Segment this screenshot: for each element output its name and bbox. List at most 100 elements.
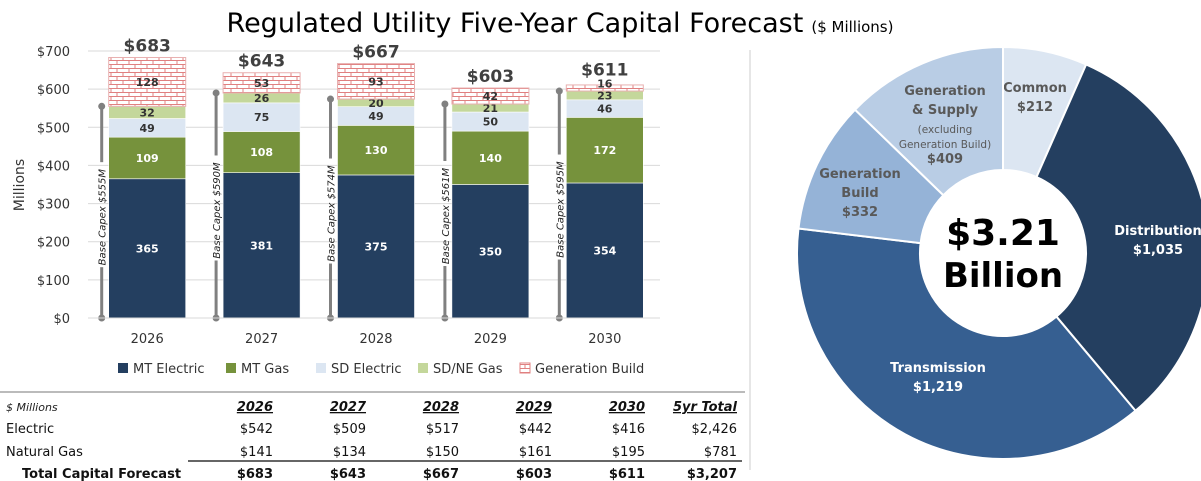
y-tick-label: $600	[37, 83, 70, 98]
base-capex-label: Base Capex $555M	[98, 169, 109, 266]
table-cell: $3,207	[687, 467, 737, 481]
table-cell: $509	[333, 422, 366, 437]
donut-chart: Common $212 Distribution $1,035 Transmission…	[796, 45, 1201, 460]
donut-label: Distribution	[1114, 224, 1201, 239]
table-cell: $781	[704, 445, 737, 460]
table-cell: $517	[426, 422, 459, 437]
bar-segment-mt-electric	[565, 182, 644, 319]
table-cell: $134	[333, 445, 366, 460]
donut-label: $1,035	[1133, 243, 1183, 258]
x-tick-label: 2027	[245, 332, 278, 347]
donut-label: (excluding	[918, 124, 973, 136]
legend-label: SD Electric	[331, 362, 402, 377]
data-label: 21	[483, 102, 498, 115]
table-row-label: Natural Gas	[6, 445, 83, 460]
table-cell: $611	[609, 467, 645, 481]
donut-label: Transmission	[890, 361, 986, 376]
total-label: $667	[352, 43, 399, 63]
y-tick-label: $200	[37, 236, 70, 251]
data-label: 20	[368, 97, 384, 110]
data-label: 375	[365, 240, 388, 253]
bar-segment-mt-gas	[451, 130, 530, 185]
x-tick-label: 2030	[588, 332, 621, 347]
table-cell: $141	[240, 445, 273, 460]
chart-title-text: Regulated Utility Five-Year Capital Fore…	[227, 8, 804, 39]
bar-segment-generation-build	[451, 87, 530, 105]
base-capex-label: Base Capex $574M	[327, 165, 338, 262]
legend-label: Generation Build	[535, 362, 644, 377]
data-label: 365	[136, 242, 159, 255]
data-label: 128	[136, 76, 159, 89]
legend-label: MT Electric	[133, 362, 204, 377]
donut-label: Build	[841, 186, 878, 201]
table-cell: $416	[612, 422, 645, 437]
data-label: 75	[254, 111, 269, 124]
data-label: 46	[597, 103, 613, 116]
table-column-header: 2028	[423, 400, 459, 415]
donut-label: Common	[1003, 81, 1067, 96]
donut-center-unit: Billion	[943, 256, 1063, 296]
table-cell: $195	[612, 445, 645, 460]
capital-table: $ Millions 2026 2027 2028 2029 2030 5yr Total E…	[6, 400, 742, 481]
legend-swatch	[316, 363, 326, 373]
data-label: 109	[136, 152, 159, 165]
data-label: 26	[254, 92, 270, 105]
donut-label: Generation	[904, 84, 986, 99]
donut-label: $332	[842, 205, 878, 220]
bar-segment-mt-electric	[222, 172, 301, 319]
total-label: $683	[124, 36, 171, 56]
data-label: 140	[479, 152, 502, 165]
data-label: 354	[593, 244, 616, 257]
base-capex-marker	[555, 87, 563, 95]
bar-segment-mt-electric	[337, 174, 415, 319]
donut-hole	[920, 170, 1086, 336]
bar-segment-generation-build	[108, 56, 187, 107]
table-cell: $667	[423, 467, 459, 481]
legend-swatch	[418, 363, 428, 373]
total-label: $611	[581, 60, 628, 80]
donut-label: $212	[1017, 100, 1053, 115]
legend: MT Electric MT Gas SD Electric SD/NE Gas Gen…	[118, 362, 644, 377]
base-capex-label: Base Capex $595M	[555, 161, 566, 258]
bar-segment-mt-electric	[451, 184, 530, 319]
table-cell: $542	[240, 422, 273, 437]
donut-label: $1,219	[913, 380, 963, 395]
table-row-label: Total Capital Forecast	[22, 467, 181, 481]
table-cell: $643	[330, 467, 366, 481]
data-label: 23	[597, 89, 612, 102]
bar-segment-sd-electric	[222, 102, 301, 132]
total-label: $643	[238, 52, 285, 72]
table-row-label: Electric	[6, 422, 54, 437]
table-column-header: 2027	[330, 400, 367, 415]
legend-swatch	[226, 363, 236, 373]
legend-label: SD/NE Gas	[433, 362, 503, 377]
y-tick-label: $500	[37, 121, 70, 136]
table-column-header: 5yr Total	[673, 400, 738, 415]
table-cell: $683	[237, 467, 273, 481]
legend-swatch	[118, 363, 128, 373]
table-column-header: 2029	[516, 400, 552, 415]
base-capex-label: Base Capex $561M	[441, 167, 452, 264]
data-label: 93	[368, 75, 383, 88]
data-label: 50	[483, 116, 499, 129]
bar-segment-mt-gas	[565, 117, 644, 184]
data-label: 49	[140, 122, 155, 135]
chart-title-unit: ($ Millions)	[811, 18, 893, 36]
bar-segment-mt-gas	[108, 136, 186, 180]
data-label: 32	[140, 106, 155, 119]
chart-title: Regulated Utility Five-Year Capital Fore…	[227, 8, 894, 39]
y-tick-label: $700	[37, 45, 70, 60]
data-label: 42	[483, 90, 498, 103]
base-capex-marker	[441, 100, 449, 108]
donut-label: Generation Build)	[899, 139, 991, 151]
table-cell: $2,426	[692, 422, 738, 437]
bar-segment-mt-electric	[108, 178, 186, 319]
table-column-header: 2030	[609, 400, 645, 415]
bar-chart: $0 $100 $200 $300 $400 $500 $600 $700 365 109 49 32…	[37, 36, 660, 347]
data-label: 53	[254, 77, 269, 90]
donut-label: Generation	[819, 167, 901, 182]
data-label: 350	[479, 245, 502, 258]
x-tick-label: 2029	[474, 332, 507, 347]
table-cell: $161	[519, 445, 552, 460]
bar-segment-generation-build	[565, 84, 644, 92]
